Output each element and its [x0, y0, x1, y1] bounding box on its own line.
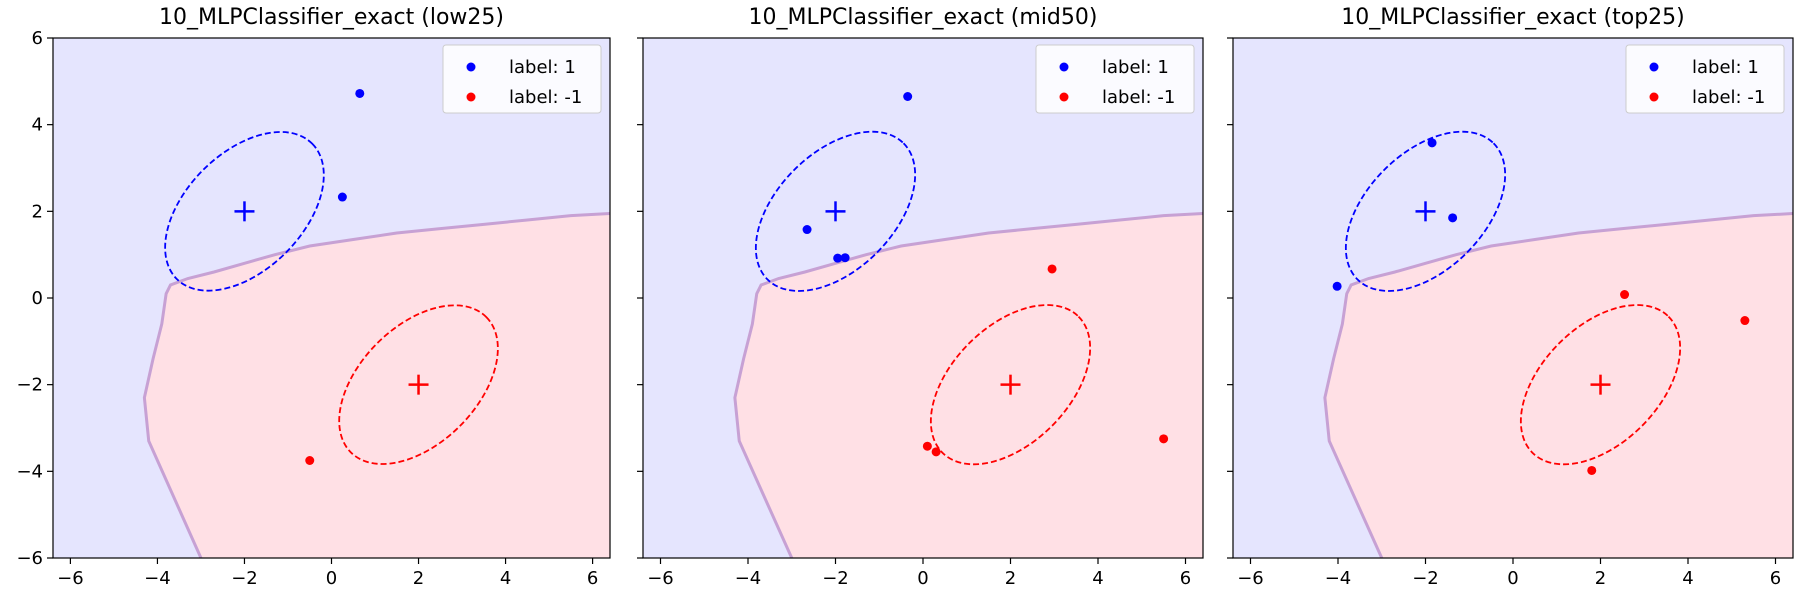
x-tick-label: 4 — [1682, 568, 1693, 589]
region-negative — [144, 213, 610, 558]
x-tick-label: 4 — [500, 568, 511, 589]
data-point-series-0 — [903, 92, 913, 101]
legend-box — [1625, 44, 1785, 114]
x-tick-label: −2 — [231, 568, 258, 589]
x-tick-label: 0 — [326, 568, 337, 589]
x-tick-label: −4 — [144, 568, 171, 589]
data-point-series-1 — [1620, 290, 1630, 300]
x-tick-label: −2 — [1412, 568, 1439, 589]
region-negative — [1324, 213, 1793, 558]
y-tick-label: 0 — [32, 288, 43, 309]
chart-title: 10_MLPClassifier_exact (top25) — [1341, 5, 1685, 30]
data-point-series-0 — [355, 88, 365, 98]
x-tick-label: 2 — [1005, 568, 1016, 589]
data-point-series-0 — [840, 253, 850, 263]
y-tick-label: 6 — [32, 28, 43, 49]
x-tick-label: 0 — [917, 568, 928, 589]
data-point-series-0 — [1427, 138, 1437, 148]
data-point-series-1 — [1740, 316, 1750, 326]
legend: label: 1 label: -1 — [442, 44, 602, 114]
x-tick-label: −6 — [647, 568, 674, 589]
subplot-2: −6 −4 −2 0 2 4 6 10_MLPClassifier_exact (top25… — [1227, 5, 1794, 589]
decision-boundary — [142, 212, 610, 558]
legend-box — [442, 44, 602, 114]
y-tick-label: 2 — [32, 201, 43, 222]
data-point-series-0 — [1332, 281, 1342, 291]
legend-label: label: -1 — [1692, 87, 1765, 108]
data-point-series-0 — [802, 225, 812, 235]
legend-box — [1035, 44, 1195, 114]
legend-marker — [1649, 92, 1659, 102]
legend: label: 1 label: -1 — [1625, 44, 1785, 114]
data-point-series-1 — [1587, 465, 1597, 475]
x-tick-label: 0 — [1507, 568, 1518, 589]
x-tick-label: −2 — [822, 568, 849, 589]
center-marker-1 — [1590, 374, 1611, 395]
x-tick-label: −6 — [57, 568, 84, 589]
y-tick-label: −4 — [16, 461, 43, 482]
covariance-ellipse-0 — [754, 130, 917, 292]
covariance-ellipse-1 — [338, 304, 499, 465]
x-tick-label: 2 — [1595, 568, 1606, 589]
chart-title: 10_MLPClassifier_exact (low25) — [159, 5, 504, 30]
legend-label: label: 1 — [509, 57, 576, 78]
legend-label: label: -1 — [509, 87, 582, 108]
legend-label: label: 1 — [1102, 57, 1169, 78]
data-point-series-1 — [931, 447, 941, 457]
covariance-ellipse-1 — [929, 304, 1092, 466]
data-point-series-1 — [1047, 264, 1057, 274]
data-point-series-0 — [337, 192, 347, 202]
legend-marker — [1059, 92, 1069, 102]
subplot-0: −6 −4 −2 0 2 4 6 −6 −4 −2 0 2 4 6 10_MLPClassifier_ex… — [16, 5, 611, 589]
y-tick-label: −6 — [16, 548, 43, 569]
legend-marker — [1059, 62, 1069, 72]
x-tick-label: −4 — [735, 568, 762, 589]
covariance-ellipse-1 — [1519, 304, 1682, 466]
legend-label: label: -1 — [1102, 87, 1175, 108]
data-point-series-0 — [1448, 213, 1458, 223]
x-tick-label: 6 — [587, 568, 598, 589]
legend-label: label: 1 — [1692, 57, 1759, 78]
subplot-1: −6 −4 −2 0 2 4 6 10_MLPClassifier_exact (mid50… — [637, 5, 1204, 589]
x-tick-label: 6 — [1770, 568, 1781, 589]
x-tick-label: 4 — [1092, 568, 1103, 589]
decision-boundary — [1323, 212, 1793, 558]
legend-marker — [466, 62, 476, 72]
data-point-series-1 — [305, 456, 315, 465]
chart-title: 10_MLPClassifier_exact (mid50) — [749, 5, 1098, 30]
covariance-ellipse-0 — [1344, 130, 1507, 292]
legend-marker — [466, 92, 476, 102]
legend: label: 1 label: -1 — [1035, 44, 1195, 114]
y-tick-label: 4 — [32, 115, 43, 136]
data-point-series-1 — [1159, 434, 1169, 444]
covariance-ellipse-0 — [164, 131, 325, 292]
data-point-series-1 — [922, 441, 932, 451]
center-marker-0 — [234, 201, 255, 222]
center-marker-0 — [1415, 201, 1436, 222]
x-tick-label: −6 — [1237, 568, 1264, 589]
center-marker-1 — [1000, 374, 1021, 395]
center-marker-0 — [825, 201, 846, 222]
region-negative — [734, 213, 1203, 558]
x-tick-label: 6 — [1180, 568, 1191, 589]
y-tick-label: −2 — [16, 375, 43, 396]
center-marker-1 — [408, 374, 429, 395]
decision-boundary — [733, 212, 1203, 558]
data-point-series-0 — [833, 253, 843, 263]
x-tick-label: −4 — [1325, 568, 1352, 589]
legend-marker — [1649, 62, 1659, 72]
x-tick-label: 2 — [413, 568, 424, 589]
